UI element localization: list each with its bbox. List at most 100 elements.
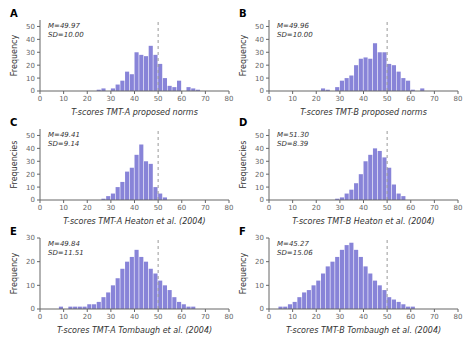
svg-text:40: 40 [26,145,35,153]
svg-text:10: 10 [288,313,297,321]
svg-text:40: 40 [255,36,264,44]
svg-text:10: 10 [255,184,264,192]
svg-text:0: 0 [31,305,35,313]
svg-text:50: 50 [383,95,392,103]
svg-text:T-scores TMT-B Tombaugh et al.: T-scores TMT-B Tombaugh et al. (2004) [286,326,441,335]
svg-text:40: 40 [26,36,35,44]
svg-text:30: 30 [26,158,35,166]
svg-text:60: 60 [177,95,186,103]
svg-text:20: 20 [255,62,264,70]
svg-text:Frequency: Frequency [10,253,19,295]
svg-text:T-scores TMT-A proposed norms: T-scores TMT-A proposed norms [71,108,198,117]
svg-text:Frequency: Frequency [10,35,19,77]
svg-text:20: 20 [26,258,35,266]
svg-text:70: 70 [430,204,439,212]
svg-text:40: 40 [130,204,139,212]
svg-text:50: 50 [154,313,163,321]
svg-text:20: 20 [26,62,35,70]
html-text:D: D [239,117,248,128]
svg-text:0: 0 [267,95,271,103]
svg-text:10: 10 [26,282,35,290]
svg-text:50: 50 [26,23,35,31]
svg-text:80: 80 [225,313,234,321]
svg-text:0: 0 [31,87,35,95]
svg-text:20: 20 [255,258,264,266]
svg-text:50: 50 [255,23,264,31]
svg-text:10: 10 [26,184,35,192]
svg-text:0: 0 [38,204,42,212]
svg-text:40: 40 [359,204,368,212]
svg-text:0: 0 [38,95,42,103]
svg-text:20: 20 [312,204,321,212]
svg-text:20: 20 [26,171,35,179]
svg-text:10: 10 [59,313,68,321]
svg-text:10: 10 [255,75,264,83]
svg-text:50: 50 [154,95,163,103]
svg-text:30: 30 [106,95,115,103]
svg-text:0: 0 [260,196,264,204]
svg-text:50: 50 [154,204,163,212]
svg-text:20: 20 [83,204,92,212]
svg-text:30: 30 [255,234,264,242]
svg-text:80: 80 [454,313,463,321]
svg-text:30: 30 [335,313,344,321]
svg-text:70: 70 [430,313,439,321]
svg-text:0: 0 [31,196,35,204]
svg-text:70: 70 [201,313,210,321]
svg-text:80: 80 [225,204,234,212]
svg-text:50: 50 [383,204,392,212]
svg-text:30: 30 [335,204,344,212]
svg-text:30: 30 [255,49,264,57]
svg-text:80: 80 [225,95,234,103]
svg-text:50: 50 [383,313,392,321]
svg-text:40: 40 [359,313,368,321]
svg-text:20: 20 [83,313,92,321]
svg-text:10: 10 [59,204,68,212]
svg-text:30: 30 [335,95,344,103]
svg-text:0: 0 [38,313,42,321]
svg-text:10: 10 [288,95,297,103]
svg-text:20: 20 [83,95,92,103]
svg-text:30: 30 [106,313,115,321]
svg-text:60: 60 [177,313,186,321]
svg-text:60: 60 [177,204,186,212]
svg-text:10: 10 [288,204,297,212]
svg-text:20: 20 [312,313,321,321]
svg-text:10: 10 [59,95,68,103]
svg-text:30: 30 [26,49,35,57]
svg-text:T-scores TMT-A Heaton et al. (: T-scores TMT-A Heaton et al. (2004) [63,217,205,226]
svg-text:T-scores TMT-B Heaton et al. (: T-scores TMT-B Heaton et al. (2004) [292,217,434,226]
svg-text:40: 40 [255,145,264,153]
svg-text:Frequency: Frequency [239,253,248,295]
svg-text:20: 20 [255,171,264,179]
svg-text:70: 70 [201,95,210,103]
svg-text:60: 60 [406,204,415,212]
svg-text:0: 0 [267,313,271,321]
svg-text:Frequency: Frequency [239,35,248,77]
svg-text:10: 10 [26,75,35,83]
svg-text:80: 80 [454,204,463,212]
svg-text:0: 0 [267,204,271,212]
svg-text:Frequencies: Frequencies [239,141,248,189]
svg-text:T-scores TMT-A Tombaugh et al.: T-scores TMT-A Tombaugh et al. (2004) [57,326,212,335]
svg-text:30: 30 [255,158,264,166]
svg-text:60: 60 [406,313,415,321]
svg-text:40: 40 [359,95,368,103]
svg-text:70: 70 [430,95,439,103]
svg-text:60: 60 [406,95,415,103]
svg-text:0: 0 [260,305,264,313]
svg-text:30: 30 [106,204,115,212]
svg-text:10: 10 [255,282,264,290]
svg-text:40: 40 [130,95,139,103]
svg-text:50: 50 [255,132,264,140]
svg-text:T-scores TMT-B proposed norms: T-scores TMT-B proposed norms [300,108,427,117]
svg-text:Frequencies: Frequencies [10,141,19,189]
svg-text:20: 20 [312,95,321,103]
svg-text:40: 40 [130,313,139,321]
html-text:A: A [10,8,18,19]
svg-text:50: 50 [26,132,35,140]
svg-text:70: 70 [201,204,210,212]
svg-text:30: 30 [26,234,35,242]
svg-text:0: 0 [260,87,264,95]
svg-text:80: 80 [454,95,463,103]
